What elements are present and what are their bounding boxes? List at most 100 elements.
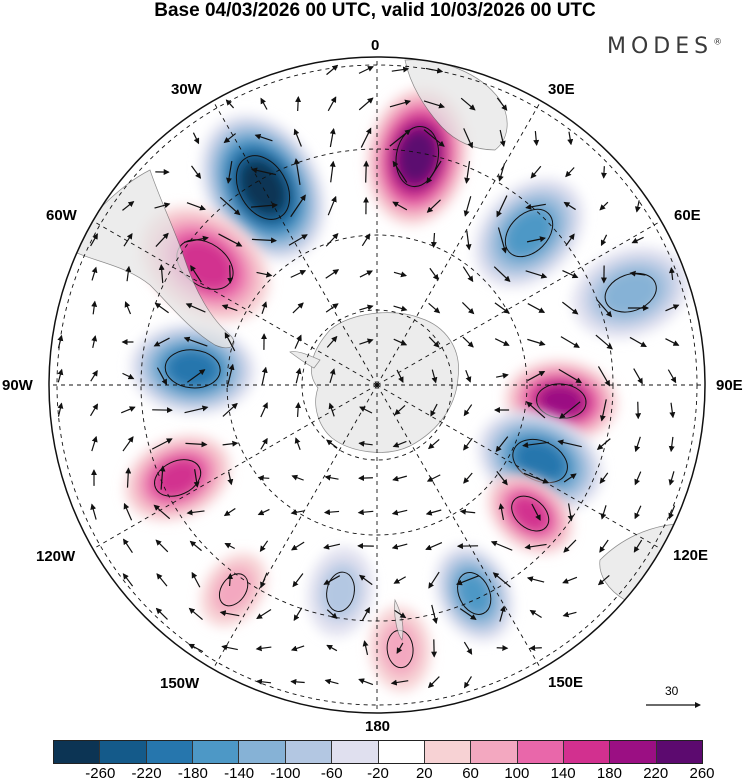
- wind-vector: [261, 301, 268, 315]
- wind-vector: [668, 471, 675, 486]
- wind-vector: [224, 332, 236, 352]
- lon-label-60w: 60W: [46, 207, 77, 224]
- wind-vector: [527, 303, 546, 313]
- wind-vector: [563, 201, 576, 211]
- wind-vector: [192, 132, 200, 145]
- anomaly-center: [572, 247, 690, 339]
- wind-vector: [295, 402, 302, 417]
- wind-vector: [91, 300, 98, 315]
- wind-vector: [294, 334, 302, 349]
- colorbar-segment: [656, 741, 703, 763]
- wind-vector: [158, 263, 165, 284]
- wind-vector: [326, 644, 338, 652]
- colorbar-tick-label: 260: [689, 765, 715, 782]
- wind-vector: [226, 363, 235, 388]
- meridian-line: [90, 219, 378, 386]
- lon-label-180: 180: [365, 718, 391, 735]
- meridian-line: [376, 384, 543, 672]
- wind-vector: [225, 99, 235, 109]
- wind-vector: [425, 542, 443, 551]
- africa: [404, 59, 508, 151]
- anomaly-shading: [125, 88, 690, 692]
- wind-vector: [323, 543, 341, 550]
- wind-vector: [260, 572, 268, 589]
- anomaly-center: [435, 545, 514, 642]
- wind-vector: [187, 369, 206, 383]
- wind-vector: [254, 133, 273, 142]
- wind-vector: [430, 232, 437, 249]
- wind-vector: [494, 338, 510, 346]
- wind-vector: [428, 336, 440, 348]
- wind-vector: [294, 437, 301, 451]
- wind-vector: [463, 196, 472, 217]
- colorbar-segment: [378, 741, 425, 763]
- wind-vector: [562, 576, 578, 584]
- meridian-line: [376, 384, 664, 551]
- wind-vector: [121, 406, 136, 414]
- wind-vector: [529, 609, 542, 619]
- wind-vector: [122, 573, 134, 587]
- wind-vector: [560, 336, 580, 348]
- circulation-swirl: [604, 272, 657, 313]
- wind-vector: [186, 202, 206, 211]
- lon-label-30e: 30E: [548, 81, 575, 98]
- wind-vector: [558, 368, 583, 384]
- antarctica: [310, 312, 459, 453]
- wind-vector: [393, 305, 408, 312]
- wind-vector: [90, 503, 97, 520]
- wind-vector: [185, 303, 206, 313]
- wind-vector: [90, 403, 98, 417]
- wind-vector: [57, 368, 64, 383]
- wind-vector: [156, 573, 168, 587]
- wind-vector: [153, 337, 170, 347]
- wind-vector: [428, 571, 440, 589]
- wind-vector: [423, 100, 445, 109]
- wind-vector: [562, 301, 579, 315]
- wind-vector: [600, 505, 607, 520]
- wind-vector: [389, 129, 411, 147]
- colorbar-segment: [332, 741, 379, 763]
- circulation-swirl: [218, 573, 249, 607]
- wind-vector: [251, 237, 278, 244]
- wind-vector: [122, 201, 135, 211]
- colorbar-tick-label: 20: [415, 765, 433, 782]
- meridian-line: [90, 384, 378, 551]
- wind-vector: [223, 133, 236, 144]
- wind-vector: [218, 233, 243, 247]
- wind-vector: [290, 678, 305, 685]
- wind-vector: [464, 676, 472, 689]
- wind-vector: [525, 270, 548, 279]
- wind-vector: [597, 574, 610, 586]
- wind-vector: [256, 271, 273, 278]
- wind-vector: [427, 676, 440, 689]
- wind-vector: [562, 611, 577, 618]
- colorbar-segment: [54, 741, 101, 763]
- wind-vector: [259, 540, 269, 552]
- wind-vector: [426, 199, 441, 213]
- registered-mark: ®: [713, 37, 723, 48]
- wind-vector: [497, 163, 506, 182]
- wind-vector: [634, 436, 641, 453]
- wind-vector: [526, 576, 545, 583]
- wind-vector: [186, 509, 205, 516]
- wind-vector: [426, 160, 442, 184]
- wind-vector: [459, 508, 476, 515]
- wind-vector: [495, 436, 509, 453]
- colorbar-segment: [517, 741, 564, 763]
- wind-vector: [669, 402, 676, 419]
- wind-vector: [497, 227, 508, 254]
- wind-vector: [494, 302, 510, 314]
- wind-vector: [290, 541, 305, 551]
- wind-vector: [462, 336, 474, 348]
- anomaly-center: [487, 473, 573, 554]
- wind-vector: [596, 438, 611, 451]
- wind-vector: [430, 403, 438, 417]
- colorbar-segment: [563, 741, 611, 763]
- wind-vector: [295, 367, 302, 384]
- wind-vector: [391, 509, 408, 516]
- wind-vector: [392, 440, 407, 448]
- wind-vector: [499, 605, 506, 622]
- wind-vector: [183, 336, 208, 347]
- circulation-swirl: [164, 349, 221, 389]
- wind-vector: [57, 334, 64, 349]
